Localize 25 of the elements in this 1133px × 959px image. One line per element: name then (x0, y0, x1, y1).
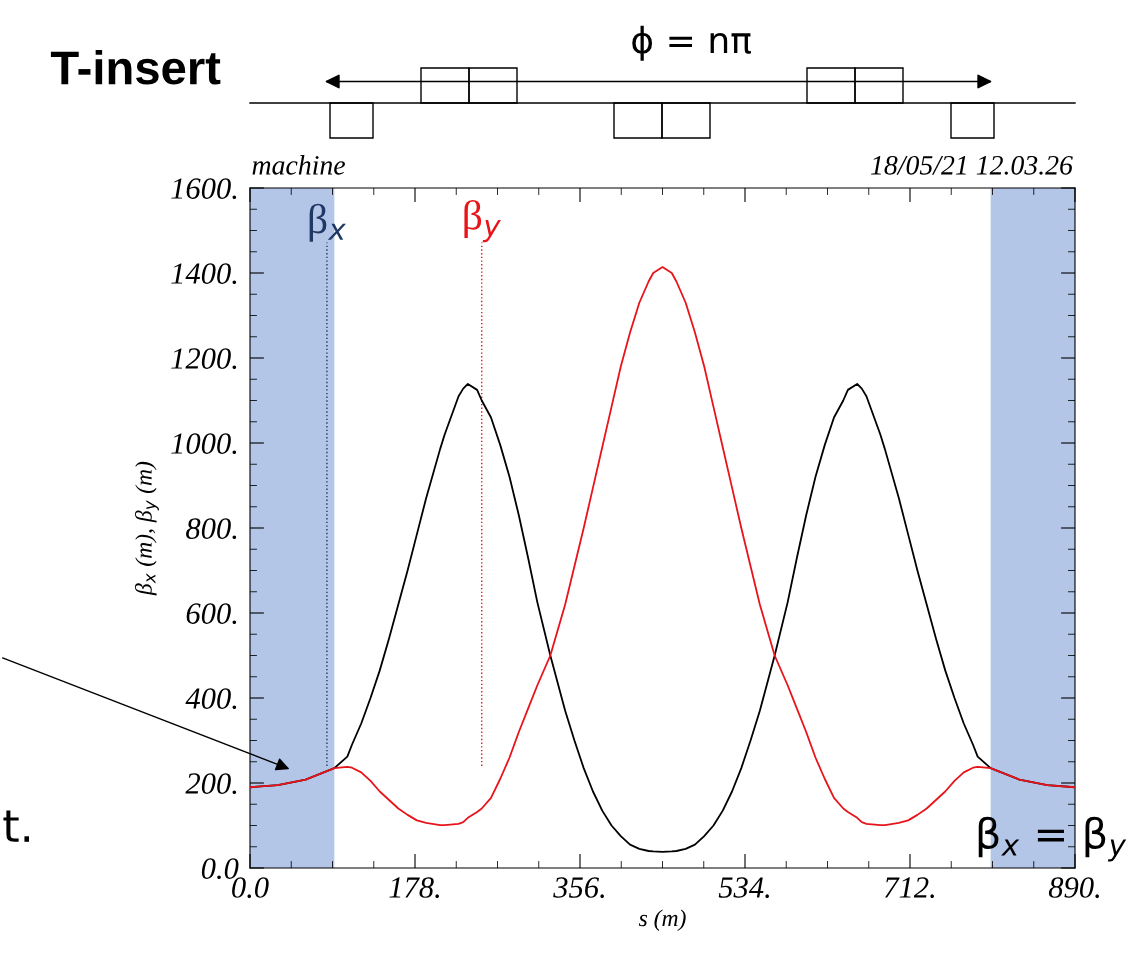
text: 18/05/21 12.03.26 (871, 155, 1073, 175)
y-tick-label: 800. (186, 518, 237, 540)
x-tick-label: 178. (389, 877, 439, 898)
x-tick-label: 0.0 (232, 877, 269, 898)
y-tick-label: 200. (185, 773, 237, 795)
ref-line-label: β$_{x}$ (309, 203, 347, 242)
annotation: β$_{x}$ = β$_{y}$ (978, 816, 1127, 862)
x-tick-label: 890. (1048, 877, 1099, 898)
x-tick-label: 712. (885, 877, 934, 898)
x-tick-label: 534. (718, 877, 769, 898)
x-axis-title: s (m) (638, 909, 686, 932)
y-tick-label: 600. (186, 603, 237, 625)
y-tick-label: 1000. (171, 433, 237, 455)
y-tick-label: 1600. (171, 178, 237, 200)
ref-line-label: β$_{y}$ (464, 199, 501, 243)
y-tick-label: 0.0 (201, 858, 239, 880)
x-tick-label: 356. (553, 877, 604, 898)
y-axis-title: β$_{x}$ (m), β$_{y}$ (m) (134, 461, 159, 596)
y-tick-label: 1400. (171, 263, 237, 285)
text: machine (252, 155, 346, 175)
y-tick-label: 1200. (171, 348, 237, 370)
text: ϕ = nπ (632, 25, 751, 61)
y-tick-label: 400. (185, 688, 237, 710)
text: t. (3, 810, 30, 842)
chart-title: T-insert (50, 49, 221, 85)
